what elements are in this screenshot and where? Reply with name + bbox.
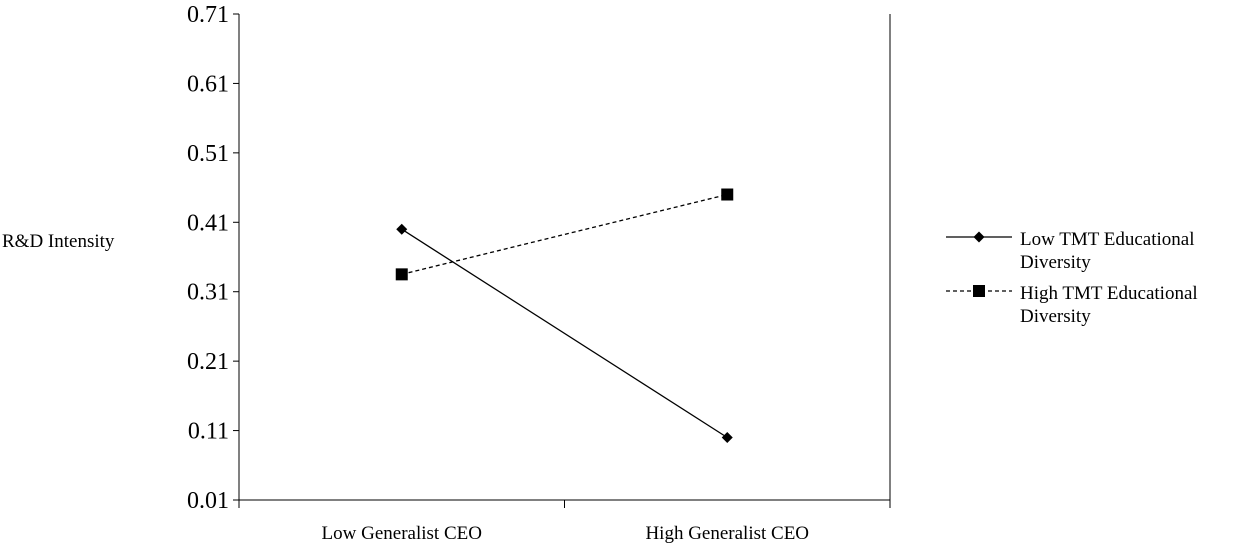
- series-1: [396, 223, 733, 444]
- data-point-square: [973, 285, 985, 297]
- y-tick-label: 0.21: [187, 349, 229, 375]
- x-category-label: Low Generalist CEO: [322, 523, 482, 544]
- legend-label: Low TMT Educational Diversity: [1020, 229, 1195, 273]
- y-tick-label: 0.01: [187, 488, 229, 514]
- data-point-diamond: [973, 231, 985, 243]
- data-point-diamond: [721, 432, 733, 444]
- legend-label-line: Diversity: [1020, 252, 1091, 273]
- y-axis-label: R&D Intensity: [2, 231, 115, 252]
- axes: [238, 14, 891, 501]
- y-tick-label: 0.41: [187, 210, 229, 236]
- series-line: [401, 228, 728, 439]
- legend-item: High TMT Educational Diversity: [946, 283, 1198, 327]
- series-line: [401, 193, 728, 275]
- y-tick-label: 0.61: [187, 71, 229, 97]
- y-tick-label: 0.71: [187, 2, 229, 28]
- y-axis-tick-labels: 0.01 0.11 0.21 0.31 0.41 0.51 0.61 0.71: [187, 2, 229, 514]
- series-layer: [395, 188, 734, 444]
- series-2: [395, 188, 734, 281]
- y-tick-label: 0.31: [187, 280, 229, 306]
- legend-label: High TMT Educational Diversity: [1020, 283, 1198, 327]
- y-tick-label: 0.11: [188, 419, 229, 445]
- legend-item: Low TMT Educational Diversity: [946, 229, 1195, 273]
- legend-label-line: High TMT Educational: [1020, 283, 1198, 304]
- legend-label-line: Low TMT Educational: [1020, 229, 1195, 250]
- x-axis-category-labels: Low Generalist CEO High Generalist CEO: [322, 523, 809, 544]
- data-point-diamond: [396, 223, 408, 235]
- data-point-square: [395, 268, 408, 281]
- x-axis-ticks: [238, 500, 891, 508]
- legend-label-line: Diversity: [1020, 306, 1091, 327]
- y-axis-ticks: [233, 13, 239, 501]
- data-point-square: [721, 188, 734, 201]
- x-category-label: High Generalist CEO: [645, 523, 809, 544]
- y-tick-label: 0.51: [187, 141, 229, 167]
